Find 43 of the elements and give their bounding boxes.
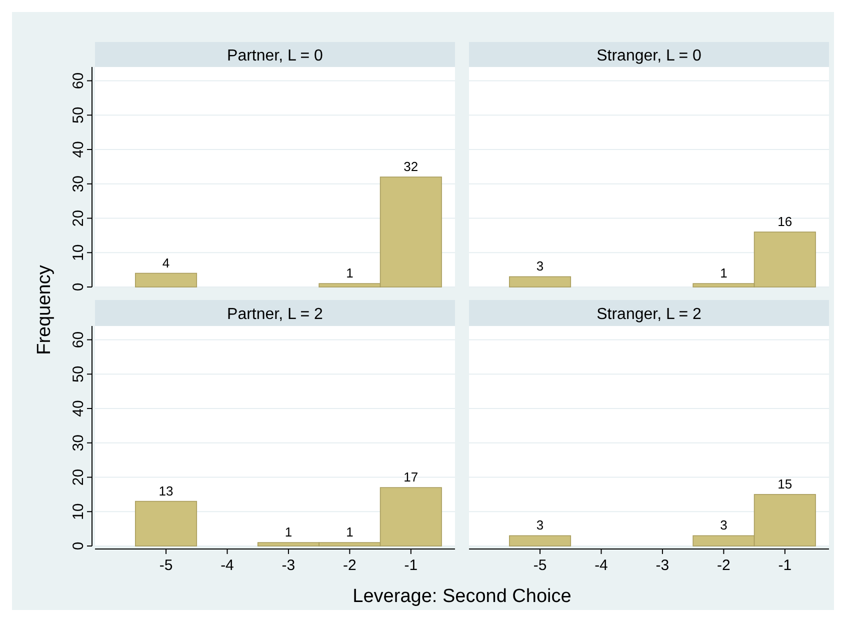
- x-tick-label: -3: [656, 557, 670, 574]
- y-tick-label: 60: [70, 72, 87, 90]
- chart-title: Stranger, L = 2: [596, 306, 702, 323]
- chart-title: Partner, L = 0: [227, 48, 324, 64]
- x-tick-label: -4: [220, 557, 234, 574]
- x-tick-label: -1: [404, 557, 418, 574]
- data-label: 15: [778, 476, 792, 492]
- data-label: 1: [284, 524, 292, 540]
- data-label: 3: [536, 518, 544, 533]
- data-label: 3: [720, 518, 728, 533]
- data-label: 1: [346, 524, 354, 540]
- y-tick-label: 30: [70, 176, 87, 192]
- x-tick-label: -3: [282, 557, 296, 574]
- x-tick-label: -1: [778, 557, 792, 574]
- data-label: 32: [404, 159, 418, 174]
- y-tick-label: 20: [70, 468, 87, 486]
- chart-title: Partner, L = 2: [227, 306, 324, 323]
- data-label: 16: [778, 214, 792, 229]
- x-tick-label: -2: [717, 557, 730, 574]
- x-tick-label: -5: [159, 557, 173, 574]
- y-tick-label: 10: [70, 503, 87, 520]
- y-tick-label: 50: [70, 106, 87, 124]
- x-tick-label: -5: [533, 557, 547, 574]
- x-axis-title: Leverage: Second Choice: [352, 586, 572, 607]
- y-tick-label: 0: [70, 542, 87, 550]
- x-tick-label: -4: [594, 557, 608, 574]
- y-tick-label: 60: [70, 331, 87, 348]
- y-axis-title: Frequency: [34, 264, 55, 355]
- data-label: 4: [162, 255, 170, 270]
- data-label: 17: [404, 470, 418, 485]
- y-tick-label: 40: [70, 400, 87, 417]
- y-tick-label: 50: [70, 366, 87, 382]
- y-tick-label: 30: [70, 434, 87, 452]
- data-label: 1: [346, 266, 354, 281]
- data-label: 1: [720, 266, 728, 281]
- x-tick-label: -2: [343, 557, 356, 574]
- chart-title: Stranger, L = 0: [596, 48, 702, 64]
- y-tick-label: 0: [70, 282, 87, 292]
- data-label: 3: [536, 258, 544, 274]
- data-label: 13: [158, 483, 174, 498]
- y-tick-label: 40: [70, 141, 87, 158]
- y-tick-label: 20: [70, 210, 87, 227]
- y-tick-label: 10: [70, 244, 87, 261]
